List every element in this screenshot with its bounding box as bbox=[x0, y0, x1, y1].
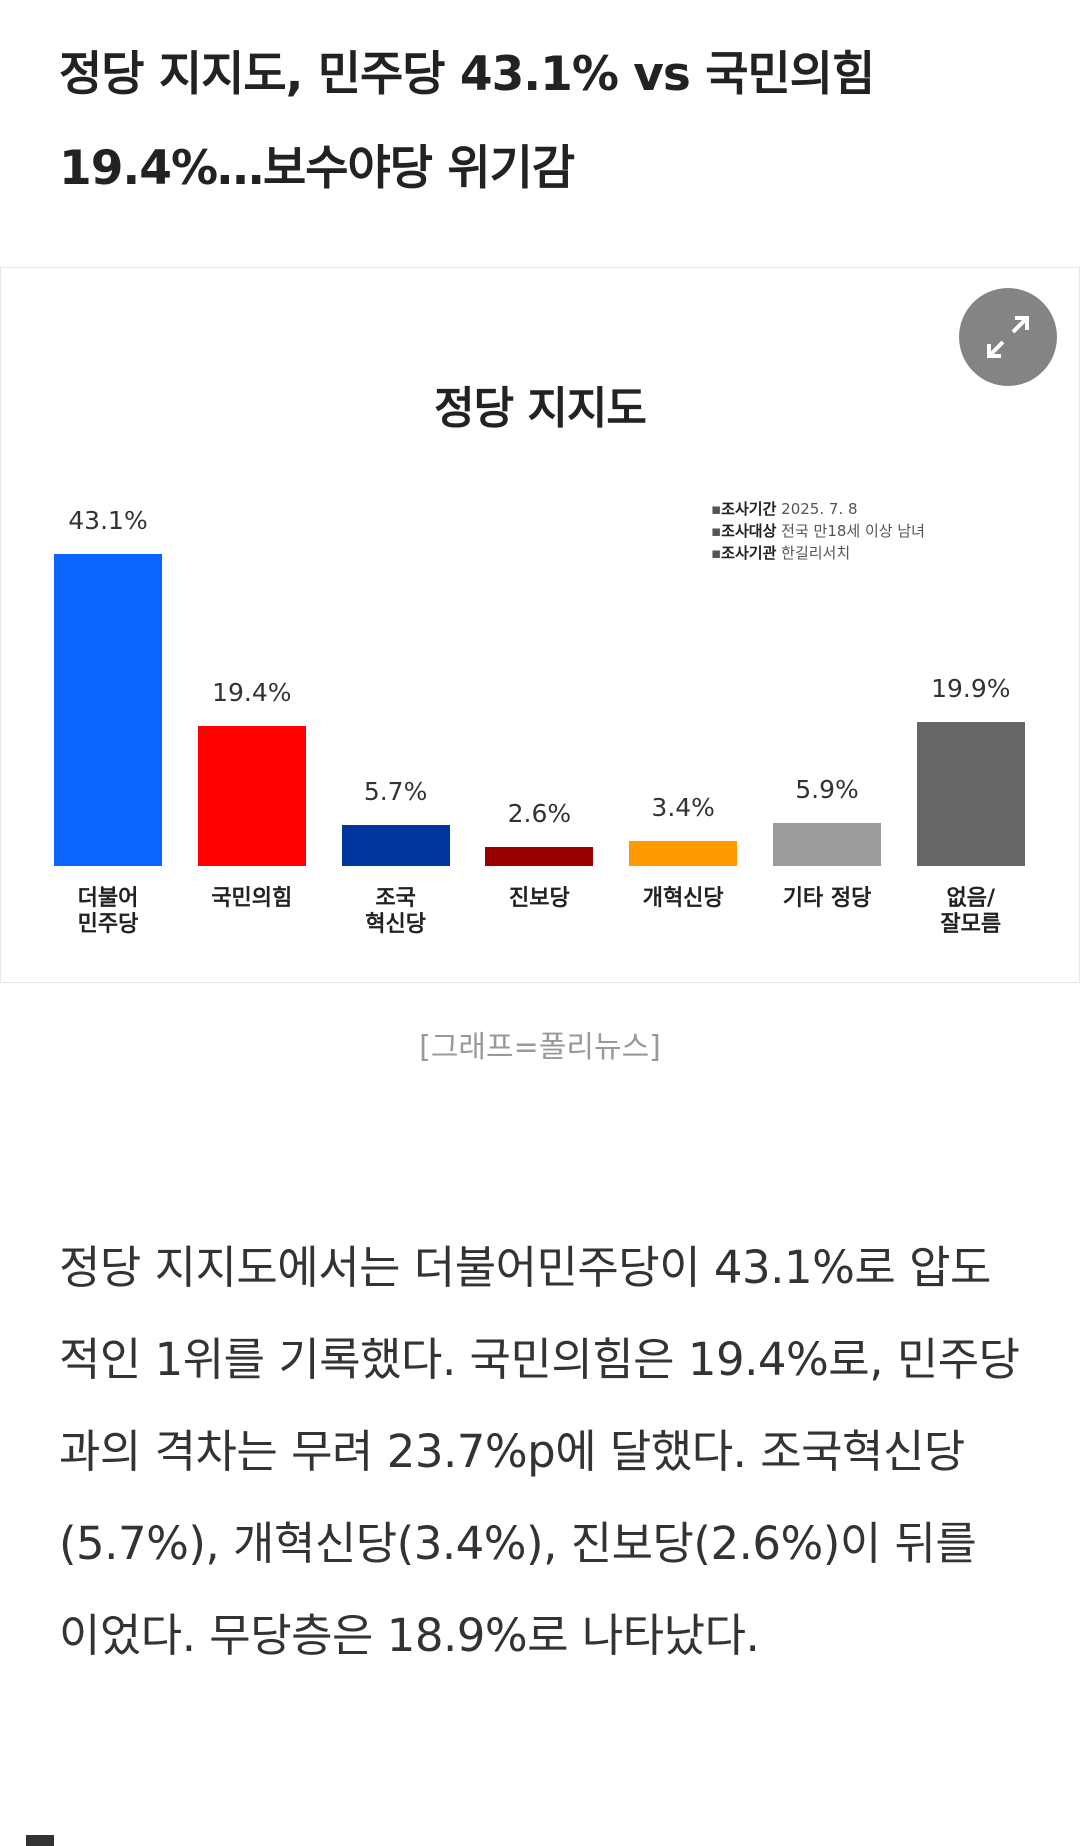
headline: 정당 지지도, 민주당 43.1% vs 국민의힘 19.4%…보수야당 위기감 bbox=[59, 47, 875, 196]
note-value: 전국 만18세 이상 남녀 bbox=[781, 522, 925, 540]
value-label: 5.7% bbox=[363, 776, 428, 806]
bar bbox=[629, 841, 738, 866]
category-label: 조국 혁신당 bbox=[365, 886, 426, 937]
expand-button[interactable] bbox=[959, 288, 1057, 386]
bar bbox=[773, 823, 881, 866]
bar bbox=[485, 847, 594, 866]
floating-button[interactable] bbox=[26, 1835, 54, 1846]
value-label: 3.4% bbox=[651, 793, 715, 823]
chart: 정당 지지도 43.1% 더불어 민주당 19.4% 국민의힘 5.7% 조국 혁신당 2.… bbox=[0, 267, 1080, 983]
article-body: 정당 지지도에서는 더불어민주당이 43.1%로 압도적인 1위를 기록했다. … bbox=[59, 1241, 1020, 1662]
value-label: 5.9% bbox=[795, 775, 859, 805]
note-label: 조사대상 bbox=[721, 522, 777, 540]
caption: [그래프=폴리뉴스] bbox=[419, 1030, 661, 1065]
note-value: 한길리서치 bbox=[781, 544, 851, 562]
survey-note: ▪조사기간 2025. 7. 8 bbox=[711, 500, 858, 518]
chart-title: 정당 지지도 bbox=[434, 383, 647, 434]
note-label: 조사기간 bbox=[721, 500, 777, 518]
bar bbox=[197, 725, 306, 866]
expand-icon bbox=[987, 316, 1029, 358]
note-label: 조사기관 bbox=[721, 544, 777, 562]
value-label: 43.1% bbox=[68, 506, 148, 536]
category-label: 더불어 민주당 bbox=[77, 886, 139, 937]
category-label: 진보당 bbox=[509, 886, 570, 911]
note-value: 2025. 7. 8 bbox=[781, 500, 858, 518]
category-label: 없음/ 잘모름 bbox=[940, 886, 1002, 937]
survey-note: ▪조사기관 한길리서치 bbox=[711, 544, 851, 562]
value-label: 2.6% bbox=[507, 799, 572, 829]
category-label: 국민의힘 bbox=[211, 886, 293, 911]
bar bbox=[341, 824, 450, 866]
category-label: 개혁신당 bbox=[642, 886, 724, 911]
value-label: 19.4% bbox=[212, 677, 292, 707]
category-label: 기타 정당 bbox=[782, 886, 872, 911]
bar bbox=[54, 554, 162, 866]
bar bbox=[916, 722, 1025, 866]
survey-note: ▪조사대상 전국 만18세 이상 남녀 bbox=[711, 522, 925, 540]
value-label: 19.9% bbox=[931, 674, 1011, 704]
